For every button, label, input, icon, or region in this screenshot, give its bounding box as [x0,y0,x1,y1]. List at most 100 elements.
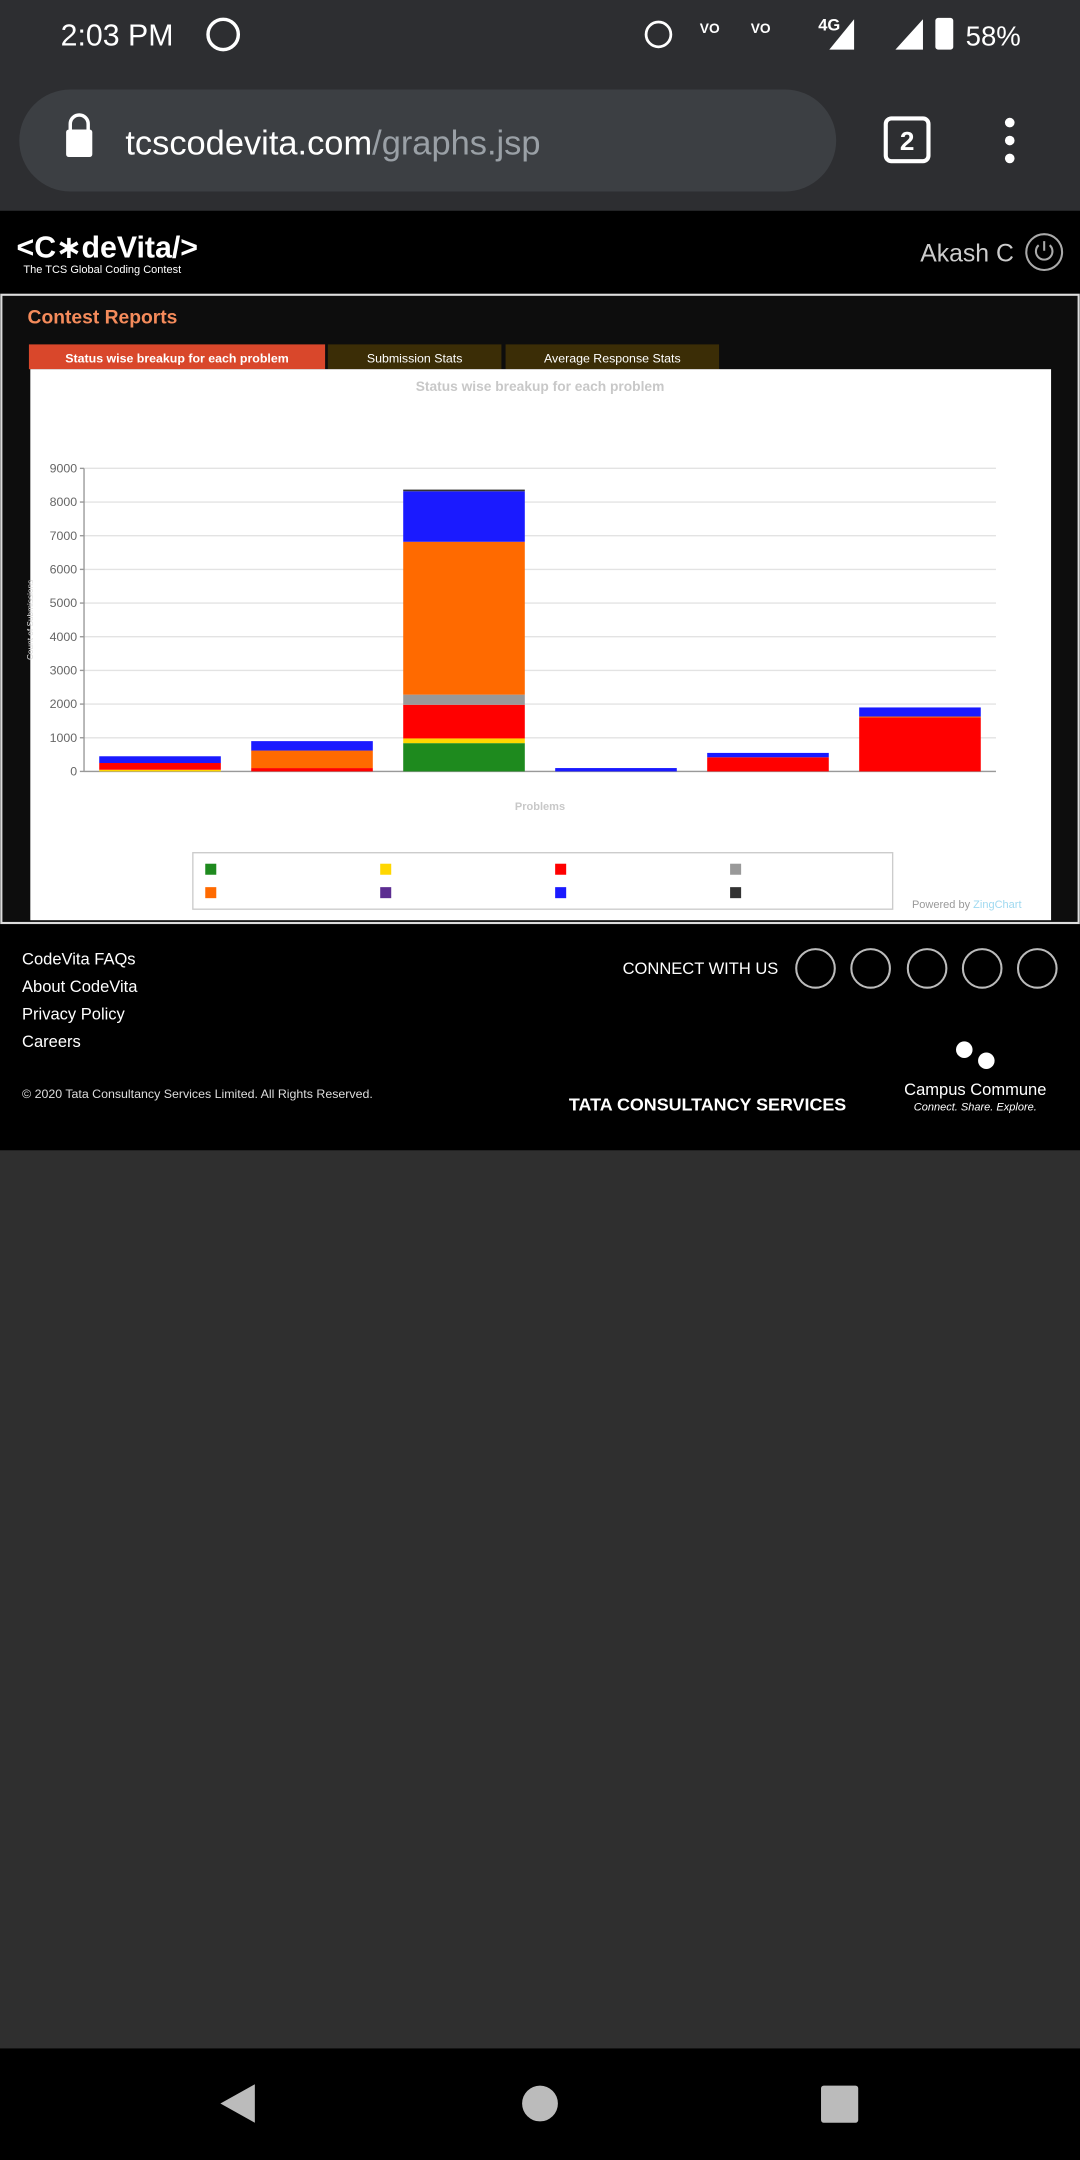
logout-button[interactable] [1025,233,1064,272]
y-tick-label: 0 [70,765,77,779]
user-name: Akash C [920,241,1014,268]
clock: 2:03 PM [61,19,174,52]
power-icon [1034,241,1054,261]
lock-icon [68,113,90,130]
tab-label: Submission Stats [367,351,463,365]
youtube-icon[interactable] [1016,948,1058,989]
network-type: 4G [818,15,840,34]
logo[interactable]: <C∗deVita/> [17,232,198,265]
y-tick-label: 1000 [50,731,78,745]
chart-title: Status wise breakup for each problem [416,379,665,394]
tab-count: 2 [900,126,915,156]
campus-commune: Campus Commune [904,1080,1046,1099]
bar-segment [99,763,221,770]
tab-label: Average Response Stats [544,351,681,365]
campus-tagline: Connect. Share. Explore. [914,1101,1037,1113]
campus-icon [978,1052,995,1069]
alarm-icon [644,20,673,49]
tab-switcher[interactable] [883,116,931,164]
logo-tagline: The TCS Global Coding Contest [23,264,181,276]
legend-swatch [205,887,217,899]
bar-segment [555,768,677,772]
bar-segment [251,741,373,751]
battery-icon [935,17,954,50]
legend-swatch [380,887,392,899]
footer-link[interactable]: Careers [22,1032,81,1051]
url: tcscodevita.com/graphs.jsp [125,124,540,162]
legend-swatch [555,887,567,899]
chart-area [30,369,1052,921]
legend-swatch [205,863,217,875]
menu-button [1004,135,1015,146]
powered-by: Powered by ZingChart [912,899,1022,911]
tab-active[interactable] [28,344,326,370]
legend-swatch [555,863,567,875]
y-tick-label: 7000 [50,529,78,543]
bar-segment [403,743,525,772]
powered-by-brand: ZingChart [973,899,1021,911]
tab-label: Status wise breakup for each problem [65,351,289,365]
bar-segment [251,750,373,769]
recents-button[interactable] [821,2085,859,2123]
x-axis-title: Problems [515,801,565,813]
connect-label: CONNECT WITH US [623,959,779,978]
legend-swatch [380,863,392,875]
y-tick-label: 6000 [50,563,78,577]
tab[interactable] [505,344,720,370]
linkedin-icon[interactable] [850,948,891,989]
bar-segment [707,752,829,758]
bar-segment [99,769,221,772]
footer-link[interactable]: CodeVita FAQs [22,949,136,968]
url-path: /graphs.jsp [372,124,540,162]
legend [192,852,894,910]
footer-link[interactable]: Privacy Policy [22,1004,126,1023]
y-tick-label: 3000 [50,664,78,678]
y-tick-label: 2000 [50,697,78,711]
y-tick-label: 5000 [50,596,78,610]
bar-segment [403,738,525,744]
menu-button [1004,153,1015,164]
reports-title: Contest Reports [28,308,178,329]
whatsapp-icon [206,17,241,52]
back-button[interactable] [220,2084,255,2123]
y-tick-label: 9000 [50,462,78,476]
battery-level: 58% [966,20,1021,51]
bar-segment [403,489,525,492]
legend-swatch [730,887,742,899]
legend-swatch [730,863,742,875]
y-axis-title: Count of Submissions [26,580,35,660]
bar-segment [403,541,525,695]
tab[interactable] [327,344,502,370]
url-host: tcscodevita.com [125,124,372,162]
site-header [0,210,1080,294]
bar-segment [99,756,221,764]
bar-segment [403,704,525,739]
footer-link[interactable]: About CodeVita [22,977,138,996]
volte-icon: VO [700,21,720,36]
bar-segment [403,491,525,542]
bar-segment [859,716,981,718]
facebook-icon[interactable] [795,948,836,989]
volte-icon: VO [751,21,771,36]
home-button[interactable] [522,2085,558,2122]
menu-button[interactable] [1004,117,1015,128]
copyright: © 2020 Tata Consultancy Services Limited… [22,1087,373,1101]
lock-icon [66,129,93,158]
address-bar[interactable] [19,89,837,192]
twitter-icon[interactable] [961,948,1003,989]
bar-segment [251,768,373,772]
bar-segment [859,717,981,772]
bar-segment [859,707,981,717]
instagram-icon[interactable] [906,948,948,989]
footer [0,924,1080,1151]
chart: 0 1000 2000 3000 4000 5000 6000 7000 8000 9000 [50,462,996,899]
y-tick-label: 4000 [50,630,78,644]
bar-segment [707,757,829,772]
tcs-logo: TATA CONSULTANCY SERVICES [569,1094,846,1114]
bar-segment [403,694,525,705]
powered-by-text: Powered by [912,899,971,911]
y-tick-label: 8000 [50,495,78,509]
campus-icon [956,1041,973,1058]
